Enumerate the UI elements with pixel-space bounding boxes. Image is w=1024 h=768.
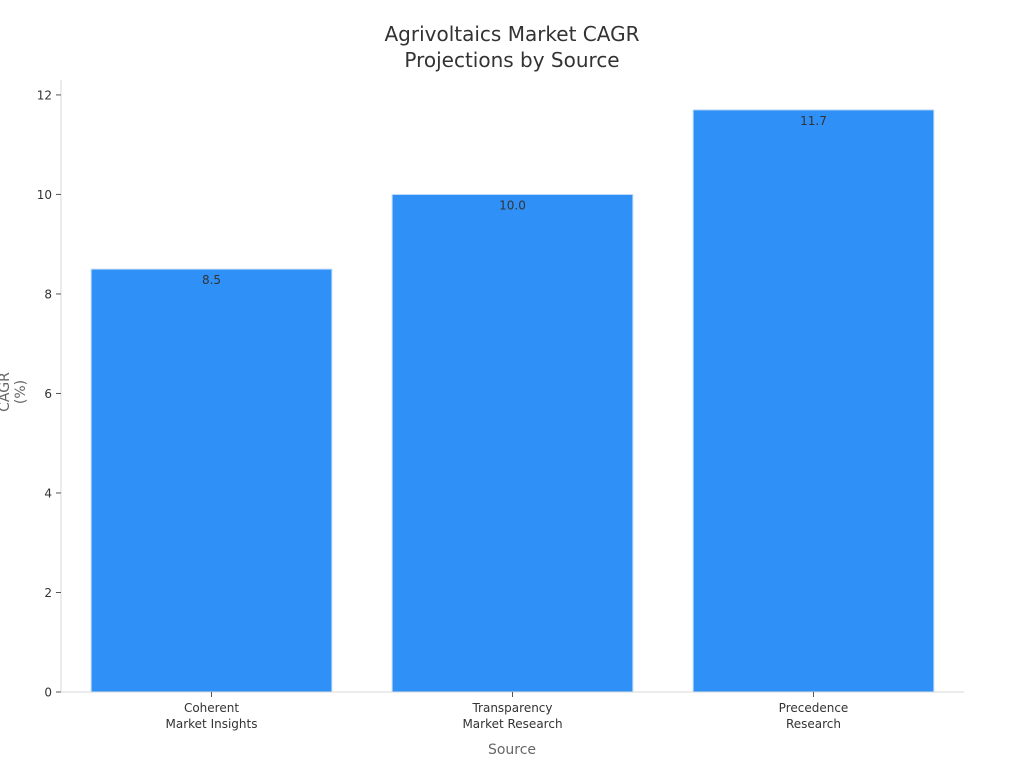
y-tick-label: 10 [37,188,52,202]
y-axis-label: CAGR (%) [0,372,29,412]
bar [692,109,935,693]
x-tick-label-line: Coherent [184,701,239,715]
bar [391,193,634,693]
bar-value-label: 10.0 [499,198,526,212]
x-tick-label: Coherent Market Insights [166,701,258,731]
x-tick-label: Precedence Research [779,701,849,731]
bar-value-label: 11.7 [800,114,827,128]
x-tick-label-line: Transparency [471,701,552,715]
x-tick-label-line: Market Insights [166,717,258,731]
y-tick-label: 4 [44,486,52,500]
y-tick-label: 8 [44,287,52,301]
bar [90,268,333,693]
chart-title-line-1: Agrivoltaics Market CAGR [384,22,640,46]
y-tick-label: 6 [44,387,52,401]
bar-value-label: 8.5 [202,273,221,287]
axes-layer: 0 2 4 6 8 10 12 Coherent Market Insights Transpar… [37,80,964,731]
y-tick-label: 0 [44,686,52,700]
x-tick-label-line: Precedence [779,701,849,715]
x-tick-label: Transparency Market Research [462,701,562,731]
bars-layer: 8.5 10.0 11.7 [90,109,935,693]
x-axis-label: Source [487,742,537,758]
x-tick-label-line: Market Research [462,717,562,731]
x-tick-label-line: Research [786,717,841,731]
y-tick-label: 2 [44,586,52,600]
y-tick-label: 12 [37,88,52,102]
chart-title-line-2: Projections by Source [404,48,620,72]
